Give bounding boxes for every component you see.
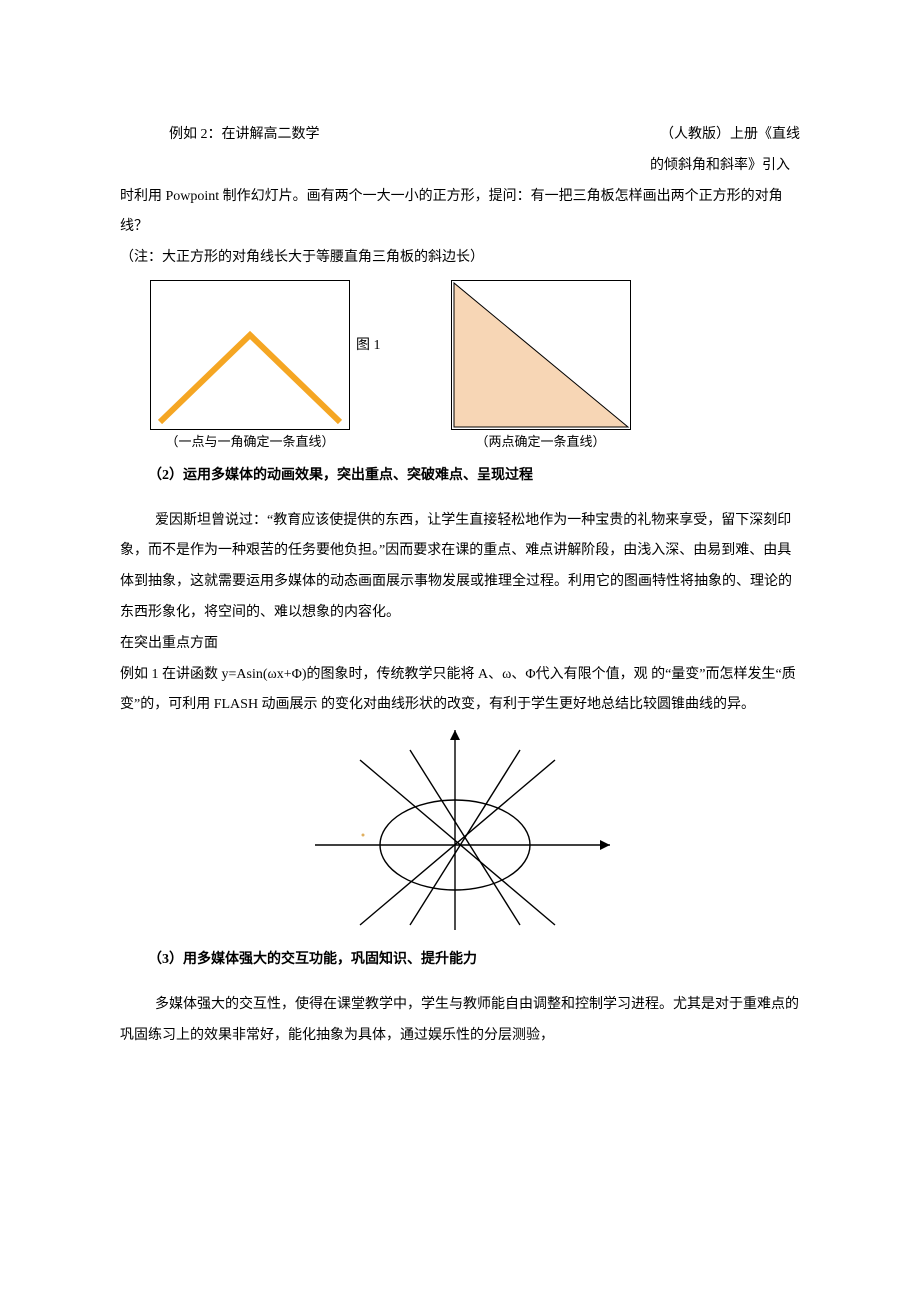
section2-p2: 例如 1 在讲函数 y=Asin(ωx+Φ)的图象时，传统教学只能将 A、ω、Φ… (120, 660, 800, 722)
document-page: 例如 2：在讲解高二数学 （人教版）上册《直线 的倾斜角和斜率》引入 时利用 P… (0, 0, 920, 1302)
fig1-right-svg (451, 280, 631, 430)
intro-right-2: 的倾斜角和斜率》引入 (120, 151, 800, 182)
intro-row-1: 例如 2：在讲解高二数学 （人教版）上册《直线 (120, 120, 800, 151)
figure-1-row: （一点与一角确定一条直线） 图 1 （两点确定一条直线） (150, 280, 800, 453)
section3-head: （3）用多媒体强大的交互功能，巩固知识、提升能力 (120, 945, 800, 976)
fig1-right-caption: （两点确定一条直线） (475, 432, 605, 453)
section2-p1: 爱因斯坦曾说过：“教育应该使提供的东西，让学生直接轻松地作为一种宝贵的礼物来享受… (120, 506, 800, 629)
intro-right-1: （人教版）上册《直线 (660, 120, 800, 151)
fig1-left-svg (150, 280, 350, 430)
figure-1-left: （一点与一角确定一条直线） (150, 280, 350, 453)
fig1-left-caption: （一点与一角确定一条直线） (165, 432, 334, 453)
section3-p1: 多媒体强大的交互性，使得在课堂教学中，学生与教师能自由调整和控制学习进程。尤其是… (120, 990, 800, 1052)
intro-note: （注：大正方形的对角线长大于等腰直角三角板的斜边长） (120, 243, 800, 274)
intro-body: 时利用 Powpoint 制作幻灯片。画有两个一大一小的正方形，提问：有一把三角… (120, 182, 800, 244)
fig1-mid-label: 图 1 (356, 331, 381, 362)
fig2-svg (295, 725, 625, 935)
section2-sub: 在突出重点方面 (120, 629, 800, 660)
figure-1-right: （两点确定一条直线） (451, 280, 631, 453)
section2-head: （2）运用多媒体的动画效果，突出重点、突破难点、呈现过程 (120, 461, 800, 492)
figure-2-wrap (120, 725, 800, 935)
intro-left: 例如 2：在讲解高二数学 (120, 120, 320, 151)
